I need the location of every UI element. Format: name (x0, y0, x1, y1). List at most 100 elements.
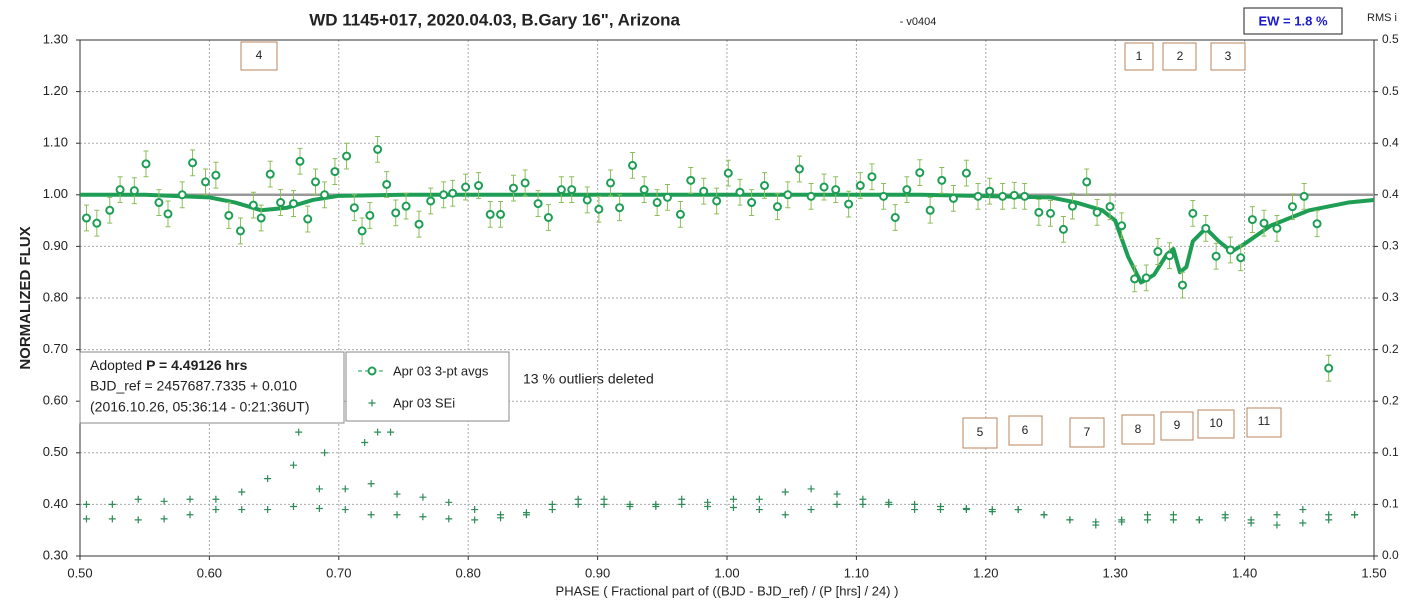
avg-point (662, 192, 672, 202)
sei-point (522, 509, 530, 517)
sei-point (1144, 511, 1152, 519)
avg-point (925, 205, 935, 215)
avg-point (1153, 247, 1163, 257)
marker-box (1162, 42, 1197, 71)
sei-point (781, 511, 789, 519)
sei-point (134, 495, 142, 503)
avg-point (373, 144, 383, 154)
marker-label: 9 (1174, 418, 1181, 432)
avg-point (342, 151, 352, 161)
avg-point (937, 175, 947, 185)
avg-point (1272, 223, 1282, 233)
avg-point (177, 190, 187, 200)
avg-point (915, 168, 925, 178)
avg-point (948, 193, 958, 203)
avg-point (439, 190, 449, 200)
marker-label: 2 (1177, 49, 1184, 63)
avg-point (188, 158, 198, 168)
avg-point (1225, 245, 1235, 255)
avg-point (985, 186, 995, 196)
sei-point (652, 500, 660, 508)
sei-point (1299, 519, 1307, 527)
avg-point (1211, 251, 1221, 261)
avg-point (794, 164, 804, 174)
sei-point (1273, 521, 1281, 529)
sei-point (1066, 516, 1074, 524)
marker-box (1160, 411, 1194, 441)
x-tick-label: 1.10 (844, 565, 869, 580)
sei-point (82, 515, 90, 523)
avg-point (1141, 273, 1151, 283)
x-tick-label: 1.30 (1103, 565, 1128, 580)
x-tick-label: 1.00 (714, 565, 739, 580)
sei-point (1040, 511, 1048, 519)
avg-point (772, 202, 782, 212)
avg-point (154, 198, 164, 208)
sei-point (1247, 516, 1255, 524)
avg-point (902, 185, 912, 195)
avg-point (1287, 202, 1297, 212)
avg-point (1105, 202, 1115, 212)
info-box (79, 351, 345, 424)
sei-point (238, 488, 246, 496)
y-tick-label: 0.80 (43, 289, 68, 304)
sei-point (341, 485, 349, 493)
avg-point (1177, 280, 1187, 290)
marker-label: 6 (1022, 423, 1029, 437)
avg-point (129, 186, 139, 196)
x-tick-label: 1.40 (1232, 565, 1257, 580)
sei-point (419, 493, 427, 501)
marker-label: 4 (256, 48, 263, 62)
y2-tick-label: 0.5 (1382, 32, 1399, 46)
marker-box (1121, 414, 1155, 445)
avg-point (533, 199, 543, 209)
avg-point (594, 204, 604, 214)
avg-point (890, 213, 900, 223)
y2-tick-label: 0.4 (1382, 135, 1399, 149)
sei-point (186, 495, 194, 503)
x-tick-label: 0.70 (326, 565, 351, 580)
avg-point (461, 182, 471, 192)
sei-point (367, 480, 375, 488)
info-line: Adopted P = 4.49126 hrs (90, 357, 248, 373)
avg-point (1201, 223, 1211, 233)
avg-point (1009, 190, 1019, 200)
avg-point (582, 195, 592, 205)
y-tick-label: 1.10 (43, 135, 68, 150)
sei-point (833, 500, 841, 508)
avg-point (1034, 207, 1044, 217)
avg-point (1165, 251, 1175, 261)
y2-tick-label: 0.2 (1382, 342, 1399, 356)
plot-frame (79, 39, 1375, 557)
sei-point (419, 513, 427, 521)
sei-point (295, 428, 303, 436)
avg-point (330, 167, 340, 177)
sei-point (885, 500, 893, 508)
y2-tick-label: 0.1 (1382, 497, 1399, 511)
sei-point (600, 495, 608, 503)
marker-box (1124, 42, 1154, 71)
avg-point (365, 210, 375, 220)
avg-point (520, 178, 530, 188)
avg-point (652, 198, 662, 208)
sei-point (290, 461, 298, 469)
marker-box (1197, 409, 1235, 439)
sei-point (807, 485, 815, 493)
chart-title: WD 1145+017, 2020.04.03, B.Gary 16", Ari… (309, 10, 680, 29)
info-period: P = 4.49126 hrs (146, 357, 248, 373)
y-tick-label: 1.30 (43, 31, 68, 46)
y2-tick-label: 0.4 (1382, 187, 1399, 201)
avg-point (819, 182, 829, 192)
avg-point (844, 199, 854, 209)
sei-point (361, 438, 369, 446)
sei-point (212, 506, 220, 514)
sei-point (1273, 511, 1281, 519)
avg-point (1259, 218, 1269, 228)
avg-point (311, 177, 321, 187)
avg-point (401, 201, 411, 211)
sei-point (160, 515, 168, 523)
avg-point (474, 181, 484, 191)
avg-point (448, 188, 458, 198)
avg-point (426, 196, 436, 206)
